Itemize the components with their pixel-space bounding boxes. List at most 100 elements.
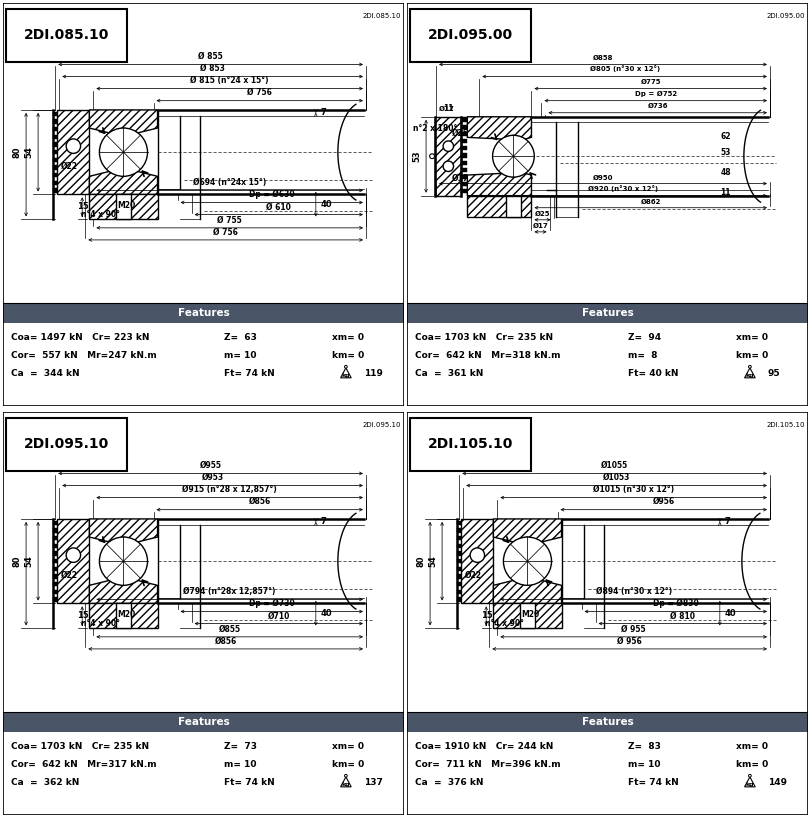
Bar [53, 135, 57, 139]
Text: xm= 0: xm= 0 [736, 742, 768, 751]
Text: m= 10: m= 10 [224, 351, 256, 360]
Bar [53, 590, 57, 594]
Bar [53, 119, 57, 124]
Bar [116, 604, 131, 628]
Text: Coa= 1497 kN   Cr= 223 kN: Coa= 1497 kN Cr= 223 kN [11, 333, 149, 342]
Text: m= 10: m= 10 [628, 760, 660, 769]
Text: 137: 137 [364, 778, 383, 787]
Text: Ø920 (n°30 x 12°): Ø920 (n°30 x 12°) [587, 186, 658, 192]
Bar [461, 168, 467, 172]
Text: 2DI.095.10: 2DI.095.10 [24, 438, 109, 452]
Text: 54: 54 [24, 555, 33, 567]
Circle shape [344, 775, 347, 777]
Text: Dp = Ø752: Dp = Ø752 [634, 91, 677, 97]
Text: 53: 53 [412, 151, 421, 162]
Text: Ø 756: Ø 756 [247, 88, 272, 97]
Text: 2DI.095.10: 2DI.095.10 [362, 422, 401, 429]
Bar [467, 196, 532, 217]
Text: Ft= 40 kN: Ft= 40 kN [628, 369, 678, 378]
Text: 11: 11 [721, 188, 731, 197]
Text: xm= 0: xm= 0 [736, 333, 768, 342]
Bar [457, 528, 461, 533]
FancyBboxPatch shape [410, 418, 531, 470]
Polygon shape [744, 368, 755, 378]
Text: km= 0: km= 0 [736, 760, 768, 769]
Text: m= 10: m= 10 [224, 760, 256, 769]
Text: Ø794 (n°28x 12,857°): Ø794 (n°28x 12,857°) [183, 587, 276, 596]
Text: 80: 80 [416, 555, 425, 567]
Bar [53, 127, 57, 131]
Text: Dp = Ø730: Dp = Ø730 [249, 599, 295, 609]
Bar [457, 551, 461, 555]
Text: Ø 853: Ø 853 [200, 64, 225, 73]
Bar [461, 139, 467, 143]
Circle shape [344, 366, 347, 368]
Text: 2DI.105.10: 2DI.105.10 [766, 422, 805, 429]
Bar [457, 559, 461, 564]
Bar [53, 574, 57, 578]
Text: Ca  =  362 kN: Ca = 362 kN [11, 778, 80, 787]
Text: M20: M20 [117, 609, 135, 618]
Text: Ø22: Ø22 [61, 161, 78, 170]
Text: 40: 40 [725, 609, 736, 618]
Bar [407, 712, 808, 732]
Text: kg: kg [746, 373, 754, 378]
Circle shape [503, 537, 552, 586]
Polygon shape [467, 117, 532, 139]
Polygon shape [90, 581, 158, 604]
Bar [53, 142, 57, 146]
Text: Ø856: Ø856 [249, 497, 271, 506]
Text: Ø855: Ø855 [219, 625, 241, 634]
Text: Ø694 (n°24x 15°): Ø694 (n°24x 15°) [193, 178, 267, 187]
Bar [3, 712, 404, 732]
Bar [461, 182, 467, 187]
Text: Z=  73: Z= 73 [224, 742, 257, 751]
Text: Ø17: Ø17 [439, 106, 454, 112]
Text: 54: 54 [24, 146, 33, 158]
Bar [53, 567, 57, 571]
Circle shape [748, 775, 751, 777]
Text: Cor=  642 kN   Mr=317 kN.m: Cor= 642 kN Mr=317 kN.m [11, 760, 157, 769]
Text: Cor=  557 kN   Mr=247 kN.m: Cor= 557 kN Mr=247 kN.m [11, 351, 157, 360]
Bar [3, 712, 404, 815]
Bar [407, 303, 808, 406]
Bar [457, 520, 461, 525]
Circle shape [66, 139, 81, 154]
Polygon shape [494, 519, 562, 542]
Bar [3, 303, 404, 406]
Text: Dp = Ø830: Dp = Ø830 [653, 599, 699, 609]
Text: 11: 11 [443, 104, 453, 113]
Text: Z=  83: Z= 83 [628, 742, 660, 751]
Bar [53, 188, 57, 193]
Text: 2DI.105.10: 2DI.105.10 [428, 438, 513, 452]
FancyBboxPatch shape [410, 9, 531, 61]
Polygon shape [57, 110, 90, 195]
Bar [53, 520, 57, 525]
Bar [457, 597, 461, 602]
Text: Ø22: Ø22 [465, 570, 482, 579]
Text: Cor=  711 kN   Mr=396 kN.m: Cor= 711 kN Mr=396 kN.m [415, 760, 561, 769]
Text: n°4 x 90°: n°4 x 90° [82, 209, 120, 218]
Text: 2DI.085.10: 2DI.085.10 [362, 13, 401, 20]
Bar [116, 195, 131, 219]
Text: 40: 40 [321, 200, 332, 209]
Text: Coa= 1703 kN   Cr= 235 kN: Coa= 1703 kN Cr= 235 kN [11, 742, 149, 751]
Bar [457, 574, 461, 578]
Bar [53, 111, 57, 116]
Bar [506, 196, 521, 217]
Text: Ø17: Ø17 [532, 222, 549, 229]
Text: Ø 610: Ø 610 [267, 202, 291, 211]
Text: Ca  =  344 kN: Ca = 344 kN [11, 369, 80, 378]
Text: n°2 x 180°: n°2 x 180° [413, 124, 457, 133]
Text: Coa= 1910 kN   Cr= 244 kN: Coa= 1910 kN Cr= 244 kN [415, 742, 553, 751]
Bar [53, 536, 57, 540]
Text: Ø805 (n°30 x 12°): Ø805 (n°30 x 12°) [590, 65, 659, 73]
Text: km= 0: km= 0 [332, 351, 364, 360]
Text: Ft= 74 kN: Ft= 74 kN [224, 369, 275, 378]
Bar [90, 195, 158, 219]
Text: 7: 7 [725, 517, 730, 526]
Text: Ø 815 (n°24 x 15°): Ø 815 (n°24 x 15°) [191, 75, 269, 84]
Bar [457, 582, 461, 587]
Text: M20: M20 [117, 200, 135, 209]
Text: Ø1055: Ø1055 [601, 461, 629, 470]
